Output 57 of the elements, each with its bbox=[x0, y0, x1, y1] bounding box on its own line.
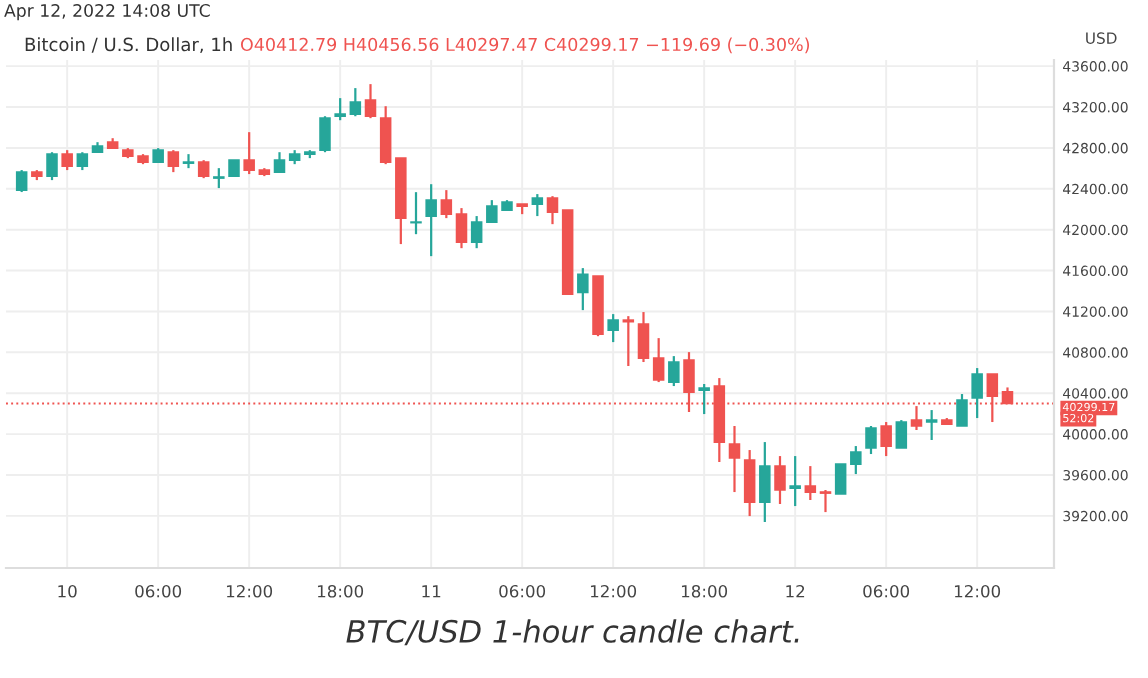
candlestick bbox=[364, 83, 377, 120]
candlestick bbox=[865, 424, 877, 456]
candlestick bbox=[546, 195, 559, 226]
candlestick bbox=[895, 418, 908, 450]
candlestick bbox=[971, 366, 983, 420]
candlestick bbox=[577, 267, 589, 312]
candlestick bbox=[243, 131, 255, 176]
candlestick bbox=[379, 105, 392, 166]
candlestick bbox=[319, 115, 331, 154]
candlestick bbox=[880, 420, 892, 458]
candlestick bbox=[789, 454, 801, 508]
candlestick bbox=[470, 214, 483, 250]
candlestick bbox=[334, 97, 346, 122]
x-tick-label: 12:00 bbox=[590, 584, 637, 598]
x-tick-label: 12:00 bbox=[226, 584, 273, 598]
candlestick bbox=[440, 189, 453, 220]
candlestick bbox=[759, 440, 771, 524]
candlestick bbox=[668, 355, 680, 388]
candlestick bbox=[774, 454, 786, 506]
candlestick bbox=[819, 488, 832, 514]
x-tick-label: 06:00 bbox=[135, 584, 182, 598]
candlestick bbox=[698, 382, 710, 416]
candlestick bbox=[273, 151, 286, 174]
x-tick-label: 18:00 bbox=[317, 584, 364, 598]
candlestick bbox=[850, 444, 862, 476]
candlestick bbox=[182, 153, 195, 170]
text: Apr 12, 2022 14:08 UTC bbox=[4, 3, 210, 21]
chart-title: Bitcoin / U.S. Dollar, 1h bbox=[25, 37, 232, 54]
candlestick bbox=[607, 312, 619, 344]
text: BTC/USD 1-hour candle chart. bbox=[346, 619, 799, 646]
candlestick bbox=[410, 191, 422, 236]
candlestick bbox=[834, 463, 847, 495]
candlestick bbox=[652, 337, 665, 384]
x-tick-label: 12 bbox=[786, 584, 805, 598]
candlestick bbox=[728, 424, 741, 494]
candlestick bbox=[910, 404, 923, 432]
candlestick bbox=[349, 87, 362, 118]
candlestick bbox=[804, 464, 817, 502]
candlestick bbox=[622, 315, 635, 368]
x-tick-label: 06:00 bbox=[863, 584, 910, 598]
text: O40412.79 H40456.56 L40297.47 C40299.17 −119.69 (−0.30%) bbox=[240, 37, 810, 54]
x-tick-label: 06:00 bbox=[499, 584, 546, 598]
candlestick bbox=[455, 207, 468, 250]
candlestick bbox=[425, 183, 437, 258]
x-tick-label: 18:00 bbox=[681, 584, 728, 598]
candlestick bbox=[925, 408, 938, 442]
candlestick bbox=[15, 168, 28, 194]
candlestick bbox=[531, 192, 544, 218]
x-tick-label: 10 bbox=[58, 584, 77, 598]
x-tick-label: 12:00 bbox=[954, 584, 1001, 598]
candlestick bbox=[61, 149, 73, 172]
candlestick bbox=[637, 310, 650, 364]
x-tick-label: 11 bbox=[422, 585, 441, 598]
candlestick bbox=[956, 392, 968, 428]
candlestick bbox=[743, 448, 756, 518]
candlestick bbox=[167, 149, 180, 174]
candlestick bbox=[46, 151, 58, 182]
